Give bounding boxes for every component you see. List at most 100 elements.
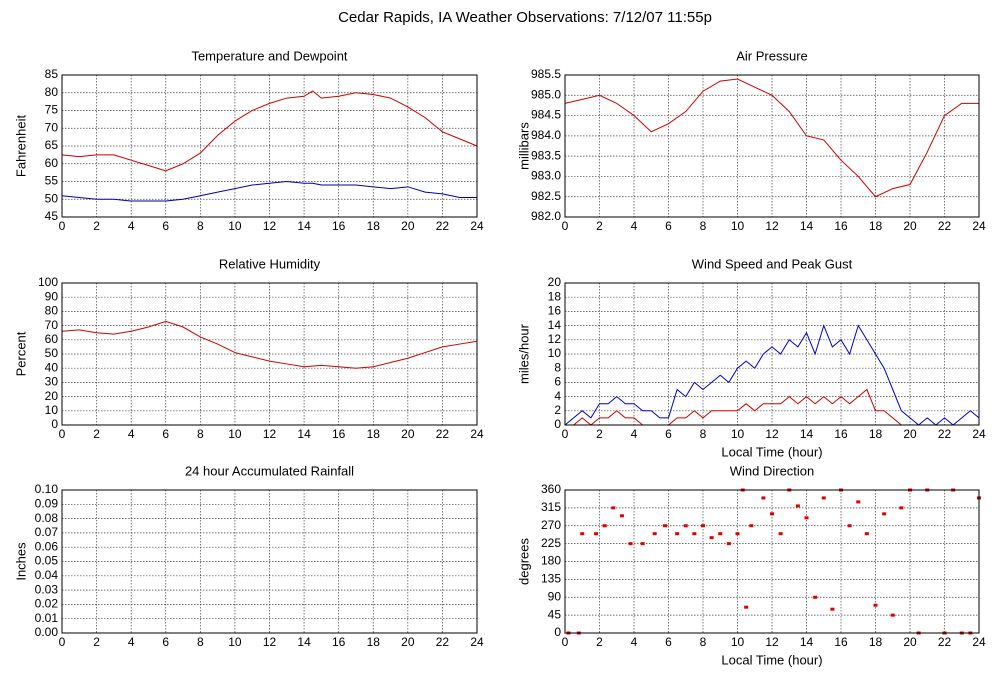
y-tick-label: 360 — [541, 482, 561, 496]
x-tick-label: 22 — [436, 427, 450, 441]
x-tick-label: 6 — [162, 219, 169, 233]
y-tick-label: 6 — [554, 375, 561, 389]
plot-frame — [564, 282, 980, 426]
y-tick-label: 60 — [45, 332, 59, 346]
y-tick-label: 70 — [45, 318, 59, 332]
y-tick-label: 90 — [548, 589, 562, 603]
y-tick-label: 984.0 — [531, 128, 561, 142]
y-tick-label: 80 — [45, 304, 59, 318]
y-tick-label: 16 — [548, 304, 562, 318]
y-tick-label: 0 — [554, 417, 561, 431]
x-tick-label: 4 — [128, 427, 135, 441]
x-tick-label: 20 — [401, 427, 415, 441]
x-tick-label: 10 — [228, 219, 242, 233]
data-point — [813, 595, 818, 599]
y-tick-label: 0.08 — [35, 511, 59, 525]
x-tick-label: 18 — [367, 635, 381, 649]
x-tick-label: 16 — [332, 219, 346, 233]
x-tick-label: 18 — [869, 635, 883, 649]
x-tick-label: 10 — [731, 427, 745, 441]
y-tick-label: 2 — [554, 403, 561, 417]
data-point — [749, 524, 754, 528]
y-tick-label: 983.0 — [531, 169, 561, 183]
plot-frame — [61, 489, 478, 634]
x-tick-label: 8 — [197, 219, 204, 233]
x-tick-label: 10 — [228, 635, 242, 649]
x-tick-label: 2 — [596, 635, 603, 649]
x-tick-label: 22 — [436, 219, 450, 233]
x-tick-label: 10 — [731, 219, 745, 233]
data-point — [628, 542, 633, 546]
data-point — [795, 504, 800, 508]
x-tick-label: 12 — [263, 635, 277, 649]
panel-title: Wind Speed and Peak Gust — [692, 256, 853, 271]
x-tick-label: 14 — [297, 427, 311, 441]
y-tick-label: 85 — [45, 67, 59, 81]
x-tick-label: 20 — [903, 635, 917, 649]
x-tick-label: 4 — [631, 635, 638, 649]
data-point — [640, 542, 645, 546]
y-tick-label: 984.5 — [531, 108, 561, 122]
plot-frame — [564, 489, 980, 634]
y-tick-label: 20 — [548, 275, 562, 289]
y-tick-label: 80 — [45, 85, 59, 99]
plot-frame — [564, 74, 980, 218]
data-point — [580, 532, 585, 536]
x-tick-label: 22 — [436, 635, 450, 649]
data-line — [61, 320, 478, 369]
y-tick-label: 4 — [554, 389, 561, 403]
x-tick-label: 14 — [800, 219, 814, 233]
plot-frame — [61, 282, 478, 426]
page-title: Cedar Rapids, IA Weather Observations: 7… — [338, 9, 712, 26]
x-tick-label: 2 — [596, 427, 603, 441]
x-tick-label: 6 — [162, 635, 169, 649]
x-tick-label: 24 — [470, 427, 484, 441]
y-tick-label: 65 — [45, 138, 59, 152]
y-tick-label: 982.5 — [531, 189, 561, 203]
panel-title: Relative Humidity — [219, 256, 321, 271]
x-tick-label: 4 — [128, 635, 135, 649]
y-tick-label: 0.10 — [35, 482, 59, 496]
data-line — [61, 180, 477, 202]
data-point — [663, 524, 668, 528]
x-tick-label: 20 — [401, 219, 415, 233]
x-tick-label: 16 — [834, 427, 848, 441]
y-tick-label: 75 — [45, 103, 59, 117]
data-point — [770, 512, 774, 516]
data-point — [744, 605, 749, 609]
x-tick-label: 8 — [197, 427, 204, 441]
x-tick-label: 18 — [869, 219, 883, 233]
data-point — [652, 532, 657, 536]
x-tick-label: 8 — [700, 219, 707, 233]
y-tick-label: 12 — [548, 332, 562, 346]
data-point — [856, 500, 861, 504]
x-tick-label: 0 — [562, 219, 569, 233]
x-axis-label: Local Time (hour) — [721, 652, 822, 667]
panel: 24 hour Accumulated RainfallInches0.000.… — [13, 463, 484, 649]
x-tick-label: 4 — [631, 219, 638, 233]
x-tick-label: 2 — [93, 427, 100, 441]
data-point — [619, 514, 624, 518]
data-point — [726, 542, 731, 546]
y-axis-label: miles/hour — [516, 323, 531, 384]
x-tick-label: 10 — [228, 427, 242, 441]
panel-title: Temperature and Dewpoint — [191, 48, 347, 63]
x-tick-label: 24 — [470, 219, 484, 233]
x-tick-label: 12 — [263, 219, 277, 233]
y-tick-label: 40 — [45, 360, 59, 374]
y-tick-label: 270 — [541, 518, 561, 532]
data-point — [804, 516, 809, 520]
y-tick-label: 0.06 — [35, 539, 59, 553]
data-point — [778, 532, 783, 536]
y-tick-label: 0.01 — [35, 611, 59, 625]
data-point — [602, 524, 607, 528]
y-tick-label: 20 — [45, 389, 59, 403]
data-point — [761, 496, 766, 500]
panel: Relative HumidityPercent0102030405060708… — [13, 256, 484, 441]
y-tick-label: 180 — [541, 554, 561, 568]
x-tick-label: 2 — [596, 219, 603, 233]
plot-frame — [61, 74, 478, 218]
data-point — [709, 536, 714, 540]
x-tick-label: 22 — [938, 635, 952, 649]
x-tick-label: 12 — [765, 635, 779, 649]
